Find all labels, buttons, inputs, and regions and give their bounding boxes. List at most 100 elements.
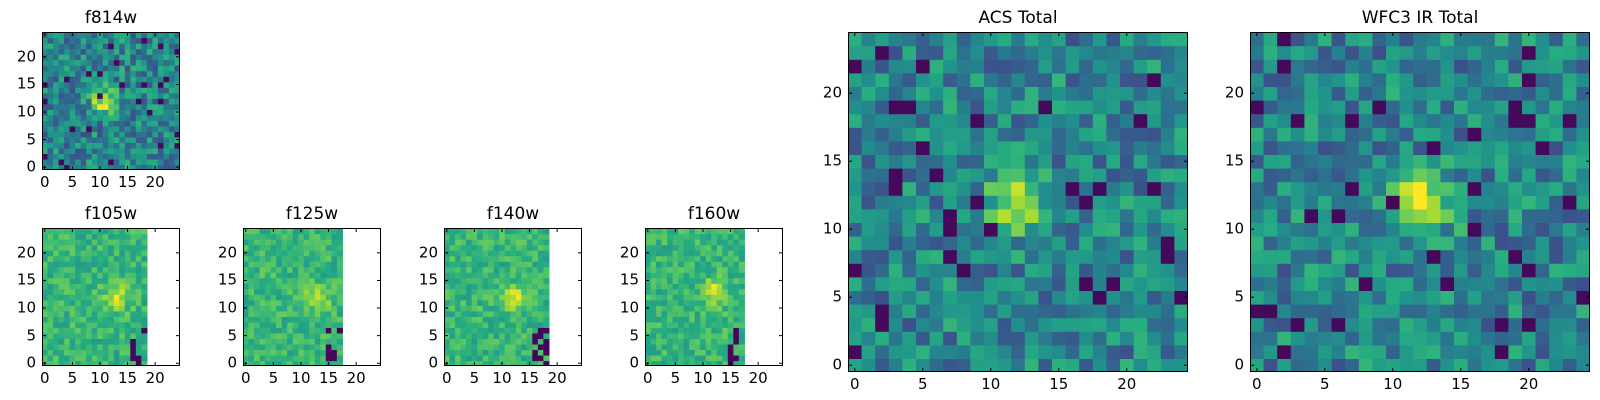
- heatmap-cell: [1549, 344, 1564, 359]
- heatmap-cell: [1052, 304, 1067, 319]
- heatmap-cell: [303, 283, 310, 290]
- heatmap-cell: [1386, 290, 1401, 305]
- heatmap-cell: [1318, 168, 1333, 183]
- heatmap-cell: [1331, 331, 1346, 346]
- heatmap-cell: [510, 277, 517, 284]
- heatmap-cell: [1120, 154, 1135, 169]
- heatmap-cell: [449, 343, 456, 351]
- heatmap-cell: [325, 354, 332, 362]
- heatmap-cell: [656, 327, 663, 334]
- heatmap-cell: [1494, 59, 1509, 74]
- heatmap-cell: [163, 87, 170, 94]
- heatmap-cell: [1399, 263, 1414, 278]
- heatmap-cell: [281, 332, 288, 339]
- heatmap-cell: [91, 277, 98, 284]
- heatmap-cell: [700, 316, 707, 323]
- heatmap-cell: [113, 255, 120, 262]
- heatmap-cell: [672, 283, 679, 290]
- heatmap-cell: [656, 354, 663, 362]
- heatmap-cell: [1481, 331, 1496, 346]
- heatmap-cell: [482, 272, 489, 279]
- heatmap-cell: [1413, 45, 1428, 60]
- heatmap-cell: [1133, 168, 1148, 183]
- y-tick-label: 15: [418, 270, 438, 289]
- heatmap-cell: [650, 288, 657, 295]
- heatmap-cell: [477, 327, 484, 334]
- heatmap-cell: [1426, 222, 1441, 237]
- heatmap-cell: [130, 131, 137, 138]
- heatmap-cell: [1454, 86, 1469, 101]
- heatmap-cell: [1133, 222, 1148, 237]
- heatmap-cell: [97, 321, 104, 328]
- heatmap-cell: [1549, 249, 1564, 264]
- heatmap-cell: [1092, 100, 1107, 115]
- heatmap-cell: [53, 338, 60, 345]
- heatmap-cell: [243, 338, 250, 345]
- heatmap-cell: [471, 244, 478, 251]
- heatmap-cell: [91, 32, 98, 39]
- heatmap-cell: [303, 294, 310, 301]
- heatmap-cell: [320, 277, 327, 284]
- heatmap-cell: [1535, 168, 1550, 183]
- heatmap-cell: [314, 277, 321, 284]
- heatmap-cell: [1277, 263, 1292, 278]
- heatmap-cell: [722, 283, 729, 290]
- heatmap-cell: [119, 321, 126, 328]
- heatmap-cell: [493, 272, 500, 279]
- heatmap-cell: [86, 316, 93, 323]
- heatmap-cell: [141, 103, 148, 110]
- heatmap-cell: [174, 43, 180, 50]
- heatmap-cell: [265, 299, 272, 306]
- heatmap-cell: [135, 153, 142, 160]
- y-tick-label: 0: [629, 353, 639, 372]
- heatmap-cell: [733, 299, 740, 306]
- heatmap-cell: [157, 81, 165, 88]
- heatmap-cell: [102, 244, 109, 251]
- heatmap-cell: [97, 142, 104, 149]
- heatmap-cell: [86, 310, 93, 317]
- heatmap-cell: [482, 288, 489, 295]
- heatmap-cell: [455, 228, 462, 235]
- heatmap-cell: [270, 261, 277, 268]
- heatmap-cell: [1160, 59, 1175, 74]
- heatmap-cell: [325, 261, 332, 268]
- heatmap-cell: [42, 147, 49, 155]
- heatmap-cell: [102, 360, 109, 366]
- heatmap-cell: [97, 272, 104, 279]
- heatmap-cell: [656, 266, 663, 273]
- heatmap-cell: [477, 299, 484, 306]
- heatmap-cell: [916, 59, 931, 74]
- heatmap-cell: [667, 316, 674, 323]
- heatmap-cell: [47, 158, 54, 166]
- heatmap-cell: [956, 331, 971, 346]
- heatmap-cell: [667, 360, 674, 366]
- heatmap-cell: [1576, 208, 1590, 223]
- heatmap-cell: [997, 113, 1012, 128]
- heatmap-cell: [1494, 168, 1509, 183]
- heatmap-cell: [689, 233, 696, 240]
- heatmap-cell: [53, 153, 60, 160]
- heatmap-cell: [1038, 263, 1053, 278]
- heatmap-cell: [130, 239, 137, 246]
- heatmap-cell: [276, 349, 283, 356]
- heatmap-cell: [526, 316, 533, 323]
- heatmap-cell: [1522, 140, 1537, 155]
- heatmap-cell: [861, 358, 876, 372]
- x-tick-label: 0: [441, 369, 452, 387]
- heatmap-cell: [902, 249, 917, 264]
- x-tick-label: 5: [469, 369, 480, 387]
- heatmap-cell: [493, 250, 500, 257]
- heatmap-cell: [292, 255, 299, 262]
- heatmap-cell: [303, 272, 310, 279]
- heatmap-cell: [135, 288, 142, 295]
- heatmap-cell: [488, 360, 495, 366]
- heatmap-cell: [1562, 86, 1577, 101]
- heatmap-cell: [929, 45, 944, 60]
- heatmap-cell: [309, 250, 316, 257]
- heatmap-cell: [254, 321, 261, 328]
- heatmap-cell: [97, 54, 104, 61]
- heatmap-cell: [521, 299, 528, 306]
- heatmap-cell: [477, 228, 484, 235]
- heatmap-cell: [460, 332, 467, 339]
- heatmap-cell: [499, 349, 506, 356]
